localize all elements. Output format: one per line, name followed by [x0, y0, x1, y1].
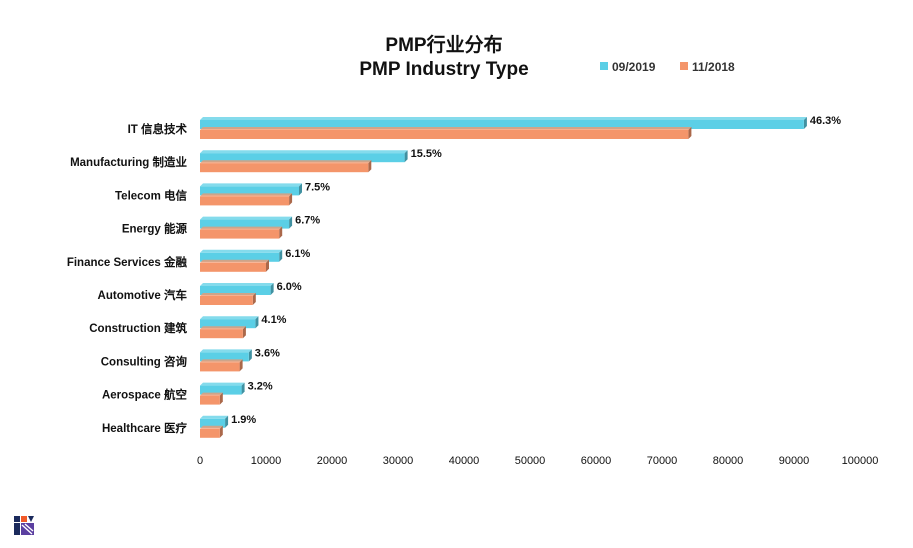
category-label: Automotive 汽车 [98, 288, 188, 302]
bar-series-2 [200, 160, 372, 173]
legend-swatch-series-2 [680, 62, 688, 70]
bar-series-1 [200, 216, 293, 229]
bar-series-1 [200, 150, 408, 163]
bar-series-2 [200, 326, 246, 339]
bars-layer [200, 117, 807, 438]
data-label: 3.6% [255, 347, 280, 359]
data-label: 7.5% [305, 181, 330, 193]
category-label: IT 信息技术 [128, 122, 188, 136]
category-label: Consulting 咨询 [101, 354, 188, 368]
category-label: Healthcare 医疗 [102, 421, 188, 435]
data-label: 6.1% [285, 248, 310, 260]
pmi-logo-icon [14, 516, 34, 535]
bar-series-1 [200, 349, 252, 362]
data-label: 46.3% [810, 115, 841, 127]
category-label: Manufacturing 制造业 [70, 155, 187, 169]
bar-series-1 [200, 415, 229, 428]
data-label: 1.9% [231, 414, 256, 426]
x-tick-label: 70000 [647, 455, 678, 467]
category-label: Telecom 电信 [115, 188, 187, 202]
category-label: Aerospace 航空 [102, 388, 187, 402]
bar-series-2 [200, 259, 269, 272]
data-label: 6.0% [277, 281, 302, 293]
data-label: 4.1% [261, 314, 286, 326]
x-tick-label: 60000 [581, 455, 612, 467]
x-tick-label: 30000 [383, 455, 414, 467]
x-tick-label: 0 [197, 455, 203, 467]
legend-label-series-1: 09/2019 [612, 60, 656, 74]
x-tick-label: 20000 [317, 455, 348, 467]
category-label: Finance Services 金融 [67, 255, 188, 269]
category-label: Energy 能源 [122, 222, 188, 236]
bar-series-2 [200, 193, 293, 206]
data-label: 3.2% [248, 381, 273, 393]
x-tick-label: 80000 [713, 455, 744, 467]
x-tick-label: 40000 [449, 455, 480, 467]
bar-series-2 [200, 359, 243, 372]
bar-series-1 [200, 249, 283, 262]
data-label: 15.5% [411, 148, 442, 160]
chart-subtitle: PMP Industry Type [359, 59, 528, 80]
bar-series-2 [200, 127, 692, 139]
data-labels: 46.3% 15.5% 7.5% 6.7% 6.1% 6.0% 4.1% 3.6% 3.2% 1.… [231, 115, 841, 426]
x-tick-label: 50000 [515, 455, 546, 467]
bar-series-1 [200, 283, 274, 295]
legend-label-series-2: 11/2018 [692, 60, 735, 74]
bar-series-1 [200, 316, 259, 329]
x-tick-label: 10000 [251, 455, 282, 467]
legend: 09/2019 11/2018 [600, 60, 735, 74]
bar-series-1 [200, 382, 245, 395]
legend-swatch-series-1 [600, 62, 608, 70]
chart-title: PMP行业分布 [385, 33, 502, 56]
bar-series-1 [200, 183, 302, 196]
category-label: Construction 建筑 [89, 321, 187, 335]
bar-series-2 [200, 425, 223, 438]
bar-series-2 [200, 293, 256, 305]
x-tick-label: 90000 [779, 455, 810, 467]
x-tick-label: 100000 [842, 455, 879, 467]
category-labels: IT 信息技术 Manufacturing 制造业 Telecom 电信 Energy… [67, 122, 188, 435]
x-axis-tick-labels: 0 10000 20000 30000 40000 50000 60000 70000 8000… [197, 455, 878, 467]
bar-series-2 [200, 226, 283, 239]
bar-series-1 [200, 117, 807, 129]
bar-series-2 [200, 392, 223, 405]
data-label: 6.7% [295, 215, 320, 227]
